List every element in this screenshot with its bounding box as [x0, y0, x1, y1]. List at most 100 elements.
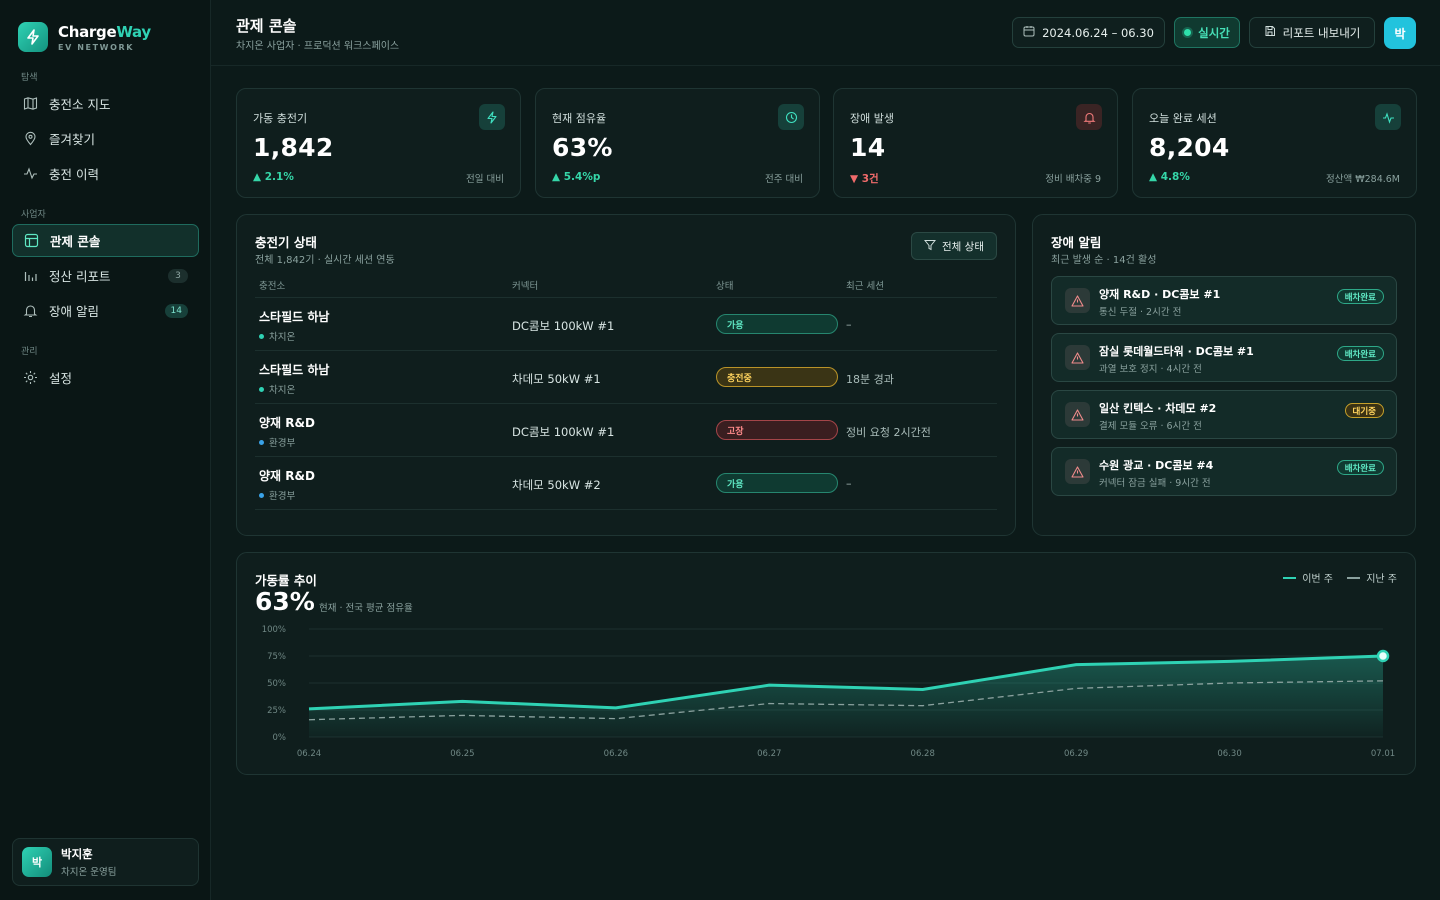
warning-icon [1065, 459, 1090, 484]
recent-session: – [846, 477, 852, 490]
kpi-label: 오늘 완료 세션 [1149, 112, 1217, 125]
series-area-this-week [309, 656, 1383, 737]
panel-subtitle: 최근 발생 순 · 14건 활성 [1051, 255, 1157, 266]
kpi-delta: ▲ 2.1% [253, 171, 294, 183]
panel-subtitle: 전체 1,842기 · 실시간 세션 연동 [255, 255, 395, 266]
nav-badge: 3 [168, 268, 188, 283]
alert-item[interactable]: 수원 광교 · DC콤보 #4 커넥터 잠금 실패 · 9시간 전 배차완료 [1051, 447, 1397, 496]
connector: 차데모 50kW #1 [512, 372, 601, 386]
kpi-delta: ▲ 5.4%p [552, 171, 601, 183]
warning-icon [1065, 288, 1090, 313]
sidebar-item-history[interactable]: 충전 이력 [12, 157, 199, 190]
warning-icon [1065, 345, 1090, 370]
sidebar-item-alerts[interactable]: 장애 알림 14 [12, 294, 199, 327]
legend-last-week[interactable]: 지난 주 [1347, 570, 1397, 585]
trend-panel: 가동률 추이 63% 현재 · 전국 평균 점유율 이번 주 지난 주 100%… [236, 552, 1416, 775]
kpi-label: 현재 점유율 [552, 112, 607, 125]
operator: 환경부 [259, 488, 295, 502]
kpi-note: 전일 대비 [466, 174, 504, 185]
recent-session: – [846, 318, 852, 331]
trend-value-sub: 현재 · 전국 평균 점유율 [319, 603, 413, 614]
alert-desc: 커넥터 잠금 실패 · 9시간 전 [1099, 478, 1211, 489]
page-title: 관제 콘솔 [236, 17, 297, 35]
connector: DC콤보 100kW #1 [512, 319, 615, 333]
operator: 차지온 [259, 329, 295, 343]
kpi-card-faults: 장애 발생 14 ▼ 3건 정비 배차중 9 [833, 88, 1118, 198]
alert-item[interactable]: 잠실 롯데월드타워 · DC콤보 #1 과열 보호 정지 · 4시간 전 배차완… [1051, 333, 1397, 382]
sidebar-item-settings[interactable]: 설정 [12, 361, 199, 394]
export-report-button[interactable]: 리포트 내보내기 [1249, 17, 1375, 48]
live-toggle[interactable]: 실시간 [1174, 17, 1240, 48]
alert-badge: 배차완료 [1336, 289, 1384, 304]
kpi-note: 정비 배차중 9 [1045, 174, 1101, 185]
nav-badge: 14 [164, 303, 188, 318]
kpi-note: 정산액 ₩284.6M [1325, 174, 1400, 185]
bell-icon [23, 303, 38, 318]
x-tick-label: 06.25 [450, 749, 474, 759]
sidebar-item-console[interactable]: 관제 콘솔 [12, 224, 199, 257]
y-tick-label: 75% [267, 652, 286, 662]
nav-section-admin: 관리 [21, 347, 38, 357]
date-range-button[interactable]: 2024.06.24 – 06.30 [1012, 17, 1165, 48]
alerts-panel: 장애 알림 최근 발생 순 · 14건 활성 양재 R&D · DC콤보 #1 … [1032, 214, 1416, 536]
y-tick-label: 0% [273, 733, 287, 743]
column-header: 충전소 [259, 281, 286, 292]
avatar: 박 [22, 847, 52, 877]
status-filter-button[interactable]: 전체 상태 [911, 232, 997, 260]
kpi-value: 8,204 [1149, 133, 1230, 162]
save-icon [1264, 25, 1276, 40]
gear-icon [23, 370, 38, 385]
table-row[interactable]: 스타필드 하남 차지온 차데모 50kW #1 충전중 18분 경과 [255, 350, 997, 403]
user-name: 박지훈 [61, 847, 93, 861]
legend-this-week[interactable]: 이번 주 [1283, 570, 1333, 585]
brand-sub: EV NETWORK [58, 42, 135, 52]
alert-item[interactable]: 양재 R&D · DC콤보 #1 통신 두절 · 2시간 전 배차완료 [1051, 276, 1397, 325]
x-tick-label: 07.01 [1371, 749, 1395, 759]
user-role: 차지온 운영팀 [61, 867, 117, 878]
nav-section-business: 사업자 [21, 210, 46, 220]
recent-session: 정비 요청 2시간전 [846, 426, 931, 439]
x-tick-label: 06.28 [911, 749, 935, 759]
alert-title: 잠실 롯데월드타워 · DC콤보 #1 [1099, 345, 1254, 358]
status-badge: 가용 [716, 314, 838, 334]
pulse-icon [1375, 104, 1401, 130]
status-badge: 고장 [716, 420, 838, 440]
date-range-label: 2024.06.24 – 06.30 [1042, 25, 1154, 40]
header-avatar[interactable]: 박 [1384, 17, 1416, 49]
table-row[interactable]: 양재 R&D 환경부 DC콤보 100kW #1 고장 정비 요청 2시간전 [255, 403, 997, 456]
kpi-value: 14 [850, 133, 886, 162]
header: 관제 콘솔 차지온 사업자 · 프로덕션 워크스페이스 2024.06.24 –… [211, 0, 1440, 66]
table-row[interactable]: 양재 R&D 환경부 차데모 50kW #2 가용 – [255, 456, 997, 509]
sidebar-item-favorites[interactable]: 즐겨찾기 [12, 122, 199, 155]
status-badge: 충전중 [716, 367, 838, 387]
sidebar-item-label: 관제 콘솔 [50, 234, 101, 249]
charger-status-panel: 충전기 상태 전체 1,842기 · 실시간 세션 연동 전체 상태 충전소 커… [236, 214, 1016, 536]
site-name: 양재 R&D [259, 469, 315, 483]
sidebar-item-settlement[interactable]: 정산 리포트 3 [12, 259, 199, 292]
table-divider [255, 509, 997, 510]
alert-title: 양재 R&D · DC콤보 #1 [1099, 288, 1221, 301]
alert-desc: 결제 모듈 오류 · 6시간 전 [1099, 421, 1202, 432]
table-row[interactable]: 스타필드 하남 차지온 DC콤보 100kW #1 가용 – [255, 297, 997, 350]
legend-swatch [1283, 576, 1297, 579]
data-point [1376, 649, 1390, 663]
operator: 환경부 [259, 435, 295, 449]
alert-badge: 배차완료 [1336, 346, 1384, 361]
bolt-icon [479, 104, 505, 130]
connector: 차데모 50kW #2 [512, 478, 601, 492]
y-tick-label: 25% [267, 706, 286, 716]
column-header: 상태 [716, 281, 734, 292]
brand[interactable]: ChargeWay EV NETWORK [18, 22, 151, 52]
panel-title: 가동률 추이 [255, 573, 317, 588]
x-tick-label: 06.29 [1064, 749, 1088, 759]
sidebar-item-label: 장애 알림 [49, 304, 99, 319]
user-card[interactable]: 박 박지훈 차지온 운영팀 [12, 838, 199, 886]
kpi-delta: ▲ 4.8% [1149, 171, 1190, 183]
map-icon [23, 96, 38, 111]
warning-icon [1065, 402, 1090, 427]
alert-item[interactable]: 일산 킨텍스 · 차데모 #2 결제 모듈 오류 · 6시간 전 대기중 [1051, 390, 1397, 439]
sidebar-item-map[interactable]: 충전소 지도 [12, 87, 199, 120]
status-badge: 가용 [716, 473, 838, 493]
operator: 차지온 [259, 382, 295, 396]
y-tick-label: 100% [262, 625, 286, 635]
